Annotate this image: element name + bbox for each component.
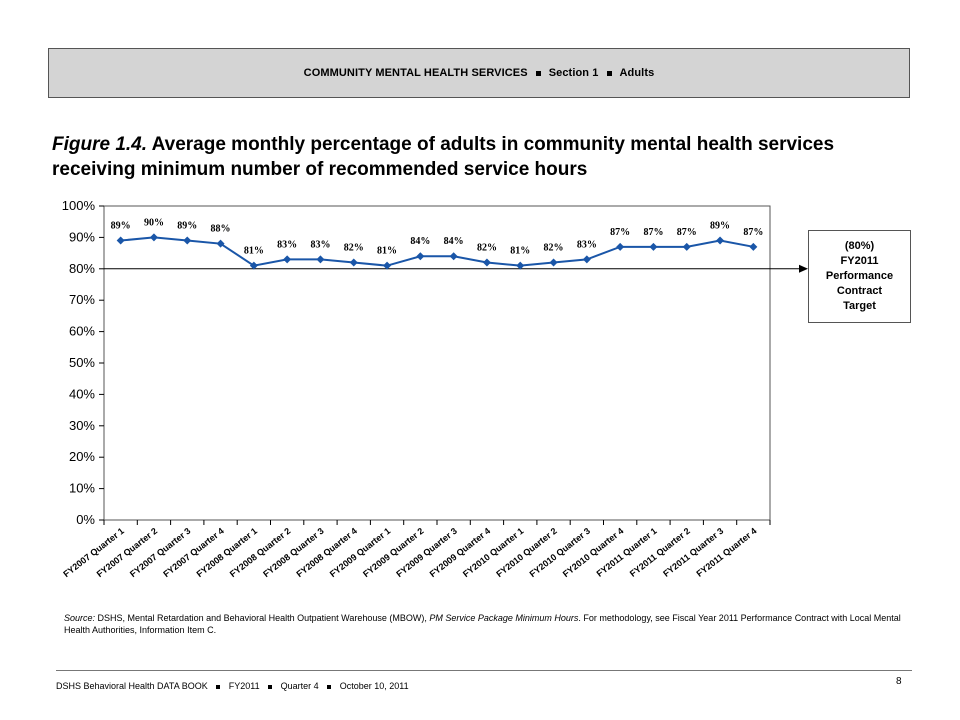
target-line4: Contract [836, 285, 883, 297]
target-value-label: (80%) [844, 240, 875, 252]
section-header: COMMUNITY MENTAL HEALTH SERVICES Section… [48, 48, 910, 98]
data-label: 84% [444, 236, 464, 247]
plot-area [103, 205, 771, 521]
target-line5: Target [843, 300, 876, 312]
data-point-marker [649, 242, 658, 251]
figure-title: Figure 1.4. Average monthly percentage o… [52, 132, 912, 182]
data-label: 87% [743, 227, 763, 238]
data-point-marker [749, 242, 758, 251]
data-label: 83% [577, 239, 597, 250]
data-label: 82% [477, 243, 497, 254]
y-tick-label: 70% [69, 292, 95, 307]
y-tick-label: 40% [69, 386, 95, 401]
source-label: Source: [64, 613, 96, 623]
target-line3: Performance [825, 270, 894, 282]
data-label: 84% [410, 236, 430, 247]
data-label: 81% [377, 246, 397, 257]
source-note: Source: DSHS, Mental Retardation and Beh… [64, 612, 904, 636]
data-label: 82% [344, 243, 364, 254]
source-text-1: DSHS, Mental Retardation and Behavioral … [95, 613, 430, 623]
data-point-marker [183, 236, 192, 245]
data-point-marker [249, 261, 258, 270]
data-point-marker [383, 261, 392, 270]
data-point-marker [149, 233, 158, 242]
y-tick-label: 30% [69, 418, 95, 433]
figure-label: Figure 1.4. [52, 134, 148, 155]
x-tick-label: FY2010 Quarter 4 [561, 526, 626, 579]
data-point-marker [316, 255, 325, 264]
target-annotation-box: (80%) FY2011 Performance Contract Target [808, 230, 911, 323]
data-label: 83% [277, 239, 297, 250]
data-point-marker [416, 252, 425, 261]
data-label: 88% [211, 224, 231, 235]
target-arrow-icon [799, 264, 808, 273]
footer: DSHS Behavioral Health DATA BOOK FY2011 … [56, 681, 409, 691]
header-title: COMMUNITY MENTAL HEALTH SERVICES [303, 67, 528, 79]
data-point-marker [582, 255, 591, 264]
bullet-separator [216, 684, 221, 689]
data-point-marker [716, 236, 725, 245]
data-point-marker [349, 258, 358, 267]
y-tick-label: 20% [69, 449, 95, 464]
series-line [120, 236, 754, 267]
data-label: 82% [544, 243, 564, 254]
page-number: 8 [896, 676, 902, 687]
data-point-marker [682, 242, 691, 251]
y-tick-label: 90% [69, 229, 95, 244]
y-tick-label: 80% [69, 261, 95, 276]
y-tick-label: 0% [76, 512, 95, 527]
data-label: 81% [510, 246, 530, 257]
data-point-marker [482, 258, 491, 267]
data-point-marker [283, 255, 292, 264]
y-tick-label: 50% [69, 355, 95, 370]
data-point-marker [616, 242, 625, 251]
data-label: 90% [144, 217, 164, 228]
bullet-separator [535, 70, 541, 76]
y-tick-label: 100% [62, 198, 96, 213]
data-point-marker [216, 239, 225, 248]
bullet-separator [327, 684, 332, 689]
footer-quarter: Quarter 4 [280, 681, 319, 691]
figure-title-text: Average monthly percentage of adults in … [52, 134, 835, 180]
data-label: 89% [710, 221, 730, 232]
bullet-separator [606, 70, 612, 76]
y-tick-label: 60% [69, 324, 95, 339]
data-point-marker [549, 258, 558, 267]
footer-fiscal-year: FY2011 [228, 681, 260, 691]
data-label: 83% [310, 239, 330, 250]
footer-publication: DSHS Behavioral Health DATA BOOK [56, 681, 208, 691]
data-label: 87% [643, 227, 663, 238]
target-year-label: FY2011 [840, 255, 879, 267]
data-point-marker [516, 261, 525, 270]
footer-divider [56, 670, 912, 671]
bullet-separator [268, 684, 273, 689]
header-audience: Adults [619, 67, 655, 79]
y-tick-label: 10% [69, 481, 95, 496]
data-label: 81% [244, 246, 264, 257]
data-label: 89% [177, 221, 197, 232]
data-label: 87% [610, 227, 630, 238]
footer-date: October 10, 2011 [339, 681, 409, 691]
data-point-marker [449, 252, 458, 261]
header-section: Section 1 [548, 67, 599, 79]
data-label: 87% [677, 227, 697, 238]
x-tick-label: FY2011 Quarter 4 [694, 526, 758, 579]
data-point-marker [116, 236, 125, 245]
data-label: 89% [111, 221, 131, 232]
source-text-2: . For methodology, see Fiscal Year 2011 … [64, 613, 901, 635]
source-italic: PM Service Package Minimum Hours [429, 613, 579, 623]
